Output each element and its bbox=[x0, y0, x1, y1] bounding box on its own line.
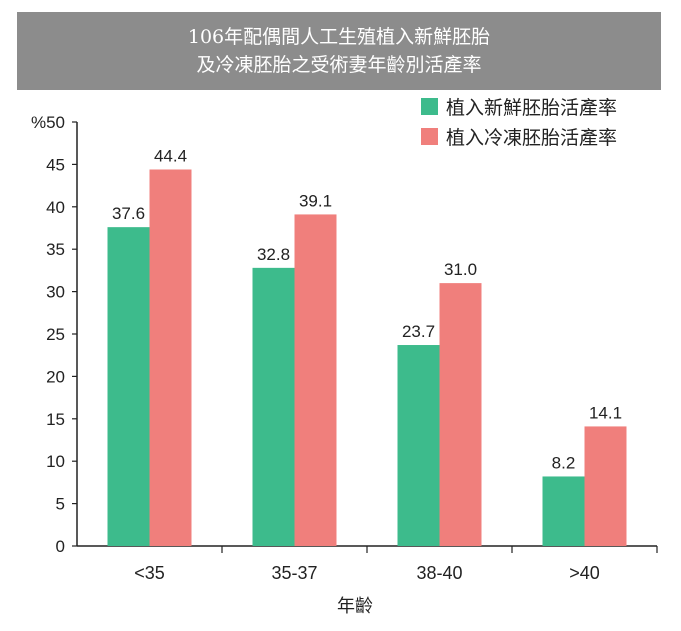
x-category-label: 38-40 bbox=[416, 563, 462, 583]
y-tick-label: 15 bbox=[46, 410, 65, 429]
x-category-label: >40 bbox=[569, 563, 600, 583]
y-tick-label: 10 bbox=[46, 452, 65, 471]
bar bbox=[439, 283, 482, 546]
bar bbox=[397, 345, 440, 546]
chart-title-line-1: 106年配偶間人工生殖植入新鮮胚胎 bbox=[187, 26, 491, 48]
bar-value-label: 44.4 bbox=[154, 146, 187, 165]
bar bbox=[252, 267, 295, 546]
legend-label: 植入冷凍胚胎活產率 bbox=[446, 127, 617, 149]
y-tick-label: %50 bbox=[31, 113, 65, 132]
y-tick-label: 30 bbox=[46, 283, 65, 302]
bar bbox=[584, 426, 627, 546]
chart-title-line-2: 及冷凍胚胎之受術妻年齡別活產率 bbox=[196, 54, 482, 76]
bar bbox=[294, 214, 337, 546]
bar-value-label: 31.0 bbox=[444, 260, 477, 279]
legend-swatch bbox=[421, 98, 438, 115]
bar bbox=[542, 476, 585, 546]
bar-value-label: 23.7 bbox=[402, 322, 435, 341]
bar-value-label: 32.8 bbox=[257, 245, 290, 264]
x-category-label: <35 bbox=[134, 563, 165, 583]
bar bbox=[149, 169, 192, 546]
y-tick-label: 20 bbox=[46, 367, 65, 386]
y-tick-label: 5 bbox=[56, 495, 65, 514]
y-tick-label: 35 bbox=[46, 240, 65, 259]
bar-value-label: 8.2 bbox=[552, 453, 576, 472]
chart-title-box: 106年配偶間人工生殖植入新鮮胚胎 及冷凍胚胎之受術妻年齡別活產率 bbox=[17, 12, 661, 90]
legend-label: 植入新鮮胚胎活產率 bbox=[446, 97, 617, 119]
bar-value-label: 14.1 bbox=[589, 403, 622, 422]
y-tick-label: 45 bbox=[46, 155, 65, 174]
bar-value-label: 37.6 bbox=[112, 204, 145, 223]
legend-swatch bbox=[421, 128, 438, 145]
bar-value-label: 39.1 bbox=[299, 191, 332, 210]
y-tick-label: 40 bbox=[46, 198, 65, 217]
bar bbox=[107, 227, 150, 547]
y-tick-label: 0 bbox=[56, 537, 65, 556]
y-tick-label: 25 bbox=[46, 325, 65, 344]
x-category-label: 35-37 bbox=[271, 563, 317, 583]
x-axis-title: 年齡 bbox=[337, 596, 373, 617]
